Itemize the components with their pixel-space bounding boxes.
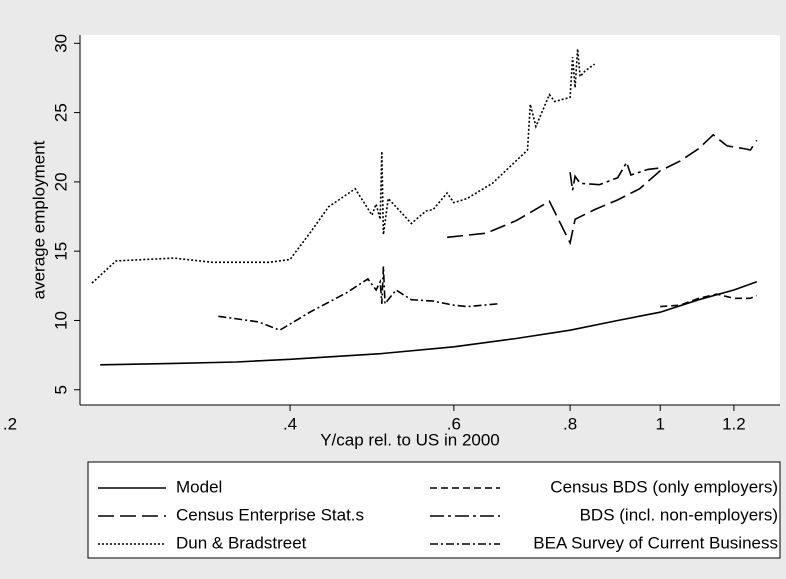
legend-label: Census BDS (only employers) (550, 477, 778, 496)
y-tick-label: 15 (51, 242, 70, 261)
legend-label: Model (176, 477, 222, 496)
legend (87, 461, 781, 559)
y-tick-label: 30 (51, 34, 70, 53)
series-line (447, 133, 758, 246)
x-tick-label: 1.2 (722, 414, 746, 433)
x-tick-label: .6 (447, 414, 461, 433)
x-tick-label: 1 (656, 414, 665, 433)
series-line (569, 160, 661, 191)
plot-area (80, 35, 780, 405)
series-line (218, 266, 499, 332)
legend-label: BDS (incl. non-employers) (580, 505, 778, 524)
y-tick-label: 10 (51, 311, 70, 330)
series-line (660, 293, 758, 308)
legend-label: Census Enterprise Stat.s (176, 505, 364, 524)
x-axis-title: Y/cap rel. to US in 2000 (320, 430, 500, 449)
x-tick-label: .2 (3, 414, 17, 433)
legend-label: Dun & Bradstreet (176, 533, 307, 552)
y-tick-label: 25 (51, 103, 70, 122)
x-tick-label: .8 (563, 414, 577, 433)
x-tick-label: .4 (283, 414, 297, 433)
series-line (100, 280, 758, 366)
y-tick-label: 20 (51, 172, 70, 191)
y-axis-title: average employment (29, 140, 48, 299)
legend-label: BEA Survey of Current Business (533, 533, 778, 552)
y-tick-label: 5 (51, 385, 70, 394)
series-line (91, 48, 596, 284)
